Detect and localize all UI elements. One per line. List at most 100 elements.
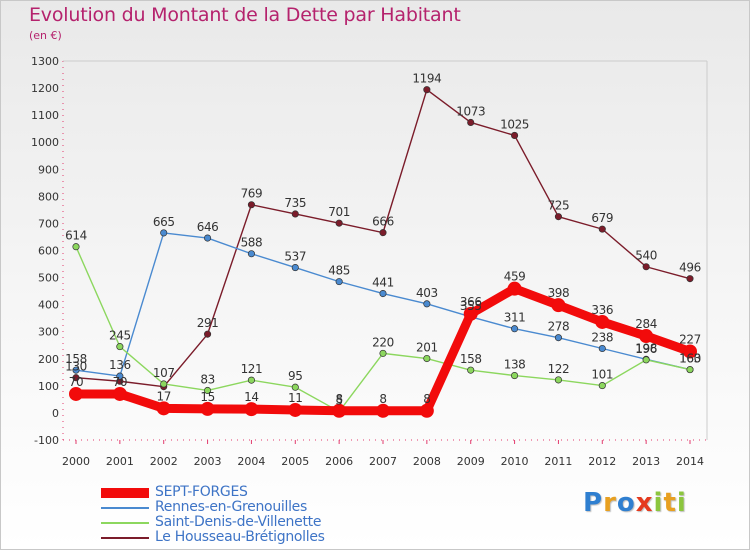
x-tick-label: 2003 (194, 455, 222, 468)
data-label: 496 (679, 261, 701, 275)
data-label: 107 (153, 366, 175, 380)
y-tick-label: 200 (38, 353, 59, 366)
series-line (75, 246, 691, 413)
data-label: 220 (372, 335, 394, 349)
data-point (200, 401, 215, 416)
y-tick-label: 800 (38, 190, 59, 203)
logo-letter: r (603, 488, 617, 518)
legend-swatch (101, 537, 149, 539)
x-tick-label: 2007 (369, 455, 397, 468)
data-label: 441 (372, 276, 394, 290)
data-point (156, 401, 171, 416)
data-point (160, 380, 168, 388)
y-tick-label: 100 (38, 380, 59, 393)
data-label: 198 (635, 341, 657, 355)
data-point (554, 213, 562, 221)
data-point (423, 86, 431, 94)
data-label: 278 (548, 320, 570, 334)
y-tick-label: 600 (38, 245, 59, 258)
data-label: 70 (113, 375, 127, 389)
data-label: 1194 (412, 72, 441, 86)
x-tick-label: 2006 (325, 455, 353, 468)
data-label: 163 (679, 352, 701, 366)
data-point (419, 403, 434, 418)
data-label: 8 (423, 392, 430, 406)
data-point (291, 383, 299, 391)
data-point (204, 234, 212, 242)
legend-swatch (101, 522, 149, 524)
series-lines (69, 86, 697, 418)
data-point (288, 402, 303, 417)
data-point (379, 229, 387, 237)
y-tick-label: 400 (38, 299, 59, 312)
data-label: 646 (197, 220, 219, 234)
y-tick-label: 500 (38, 272, 59, 285)
legend-item-le-housseau-bretignolles: Le Housseau-Brétignolles (101, 529, 401, 545)
legend-item-rennes-en-grenouilles: Rennes-en-Grenouilles (101, 499, 401, 515)
data-label: 459 (504, 270, 526, 284)
legend-swatch (101, 488, 149, 498)
legend-label: Le Housseau-Brétignolles (155, 529, 325, 545)
data-label: 735 (284, 196, 306, 210)
axes: -100 0 100 200 300 400 500 600 700 800 900 1000 1100… (31, 55, 708, 468)
data-point (423, 354, 431, 363)
data-label: 95 (288, 369, 302, 383)
data-point (554, 376, 562, 384)
legend-label: SEPT-FORGES (155, 484, 248, 500)
data-point (511, 131, 519, 139)
y-tick-label: 300 (38, 326, 59, 339)
data-label: 227 (679, 332, 701, 346)
data-label: 101 (591, 368, 613, 382)
data-point (376, 403, 390, 418)
proxiti-logo: Proxiti (583, 488, 687, 518)
x-tick-label: 2011 (544, 455, 572, 468)
data-label: 311 (504, 311, 526, 325)
data-label: 403 (416, 286, 438, 300)
data-label: 588 (241, 236, 263, 250)
data-label: 614 (65, 229, 87, 243)
data-point (423, 300, 431, 308)
data-labels: 130 291 769 735 701 666 1194 1073 1025 725 679 540 4… (65, 72, 701, 408)
data-label: 291 (197, 316, 219, 330)
data-label: 485 (328, 264, 350, 278)
data-point (511, 325, 519, 333)
data-point (335, 278, 343, 286)
x-tick-label: 2005 (281, 455, 309, 468)
data-point (204, 330, 212, 338)
data-point (335, 219, 343, 227)
data-point (507, 281, 522, 296)
logo-letter: t (663, 488, 677, 518)
data-label: 136 (109, 358, 131, 372)
data-point (116, 343, 124, 351)
x-tick-label: 2012 (588, 455, 616, 468)
data-point (72, 366, 80, 374)
chart-title: Evolution du Montant de la Dette par Hab… (29, 4, 461, 26)
x-tick-label: 2004 (237, 455, 265, 468)
data-point (598, 382, 606, 390)
x-tick-label: 2013 (632, 455, 660, 468)
data-label: 160 (679, 352, 701, 366)
data-label: 540 (635, 249, 657, 263)
data-point (598, 344, 606, 353)
logo-letter: P (583, 488, 604, 518)
data-point (160, 229, 168, 237)
data-label: 284 (635, 317, 657, 331)
data-label: 725 (548, 199, 570, 213)
y-tick-label: 1300 (31, 55, 59, 68)
data-label: 196 (635, 342, 657, 356)
data-label: 8 (336, 392, 343, 406)
data-label: 245 (109, 329, 131, 343)
legend-item-saint-denis-de-villenette: Saint-Denis-de-Villenette (101, 514, 401, 530)
data-point (467, 366, 475, 374)
data-label: 70 (69, 375, 83, 389)
legend-label: Saint-Denis-de-Villenette (155, 514, 322, 530)
data-label: 83 (200, 372, 214, 386)
data-point (683, 344, 697, 359)
data-label: 130 (65, 360, 87, 374)
data-label: 1073 (456, 104, 485, 118)
data-point (463, 306, 478, 321)
x-tick-label: 2010 (501, 455, 529, 468)
y-tick-label: 1100 (31, 109, 59, 122)
data-label: 679 (591, 211, 613, 225)
data-label: 537 (284, 250, 306, 264)
